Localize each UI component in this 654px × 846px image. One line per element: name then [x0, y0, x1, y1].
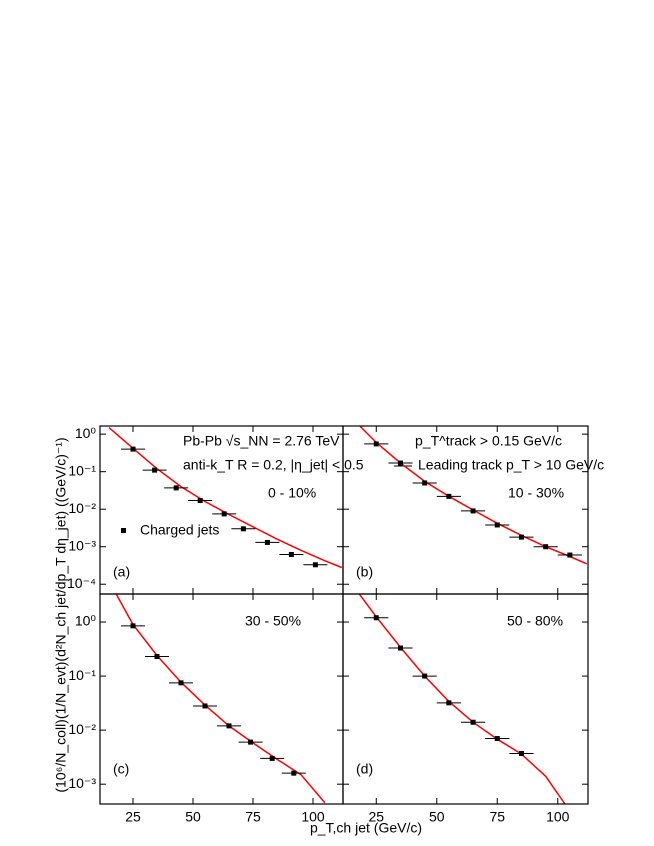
data-point: [152, 467, 158, 473]
data-point: [543, 544, 549, 550]
annotation: anti-k_T R = 0.2, |η_jet| < 0.5: [183, 457, 364, 473]
data-point: [240, 526, 246, 532]
y-tick-label: 10⁻³: [68, 537, 96, 553]
y-tick-label: 10⁻¹: [68, 667, 96, 683]
data-point: [422, 673, 428, 679]
centrality-label: 50 - 80%: [507, 613, 563, 629]
x-axis-label: p_T,ch jet (GeV/c): [310, 820, 422, 836]
panel-label: (c): [113, 761, 129, 777]
data-point: [264, 539, 270, 545]
centrality-label: 10 - 30%: [508, 485, 564, 501]
data-point: [202, 703, 208, 709]
x-tick-label: 25: [125, 809, 141, 825]
data-point: [288, 552, 294, 558]
fit-line: [108, 427, 343, 569]
y-tick-label: 10⁻³: [68, 775, 96, 791]
data-point: [397, 460, 403, 466]
panel-label: (a): [113, 564, 130, 580]
y-tick-label: 10⁰: [75, 613, 97, 629]
data-point: [397, 645, 403, 651]
x-tick-label: 75: [489, 809, 505, 825]
y-tick-label: 10⁻²: [68, 721, 96, 737]
panel-frame: [342, 593, 589, 805]
x-tick-label: 50: [429, 809, 445, 825]
data-point: [373, 441, 379, 447]
y-axis-label: (10⁶/N_coll)(1/N_evt)(d²N_ch jet/dp_T dη…: [53, 437, 69, 792]
x-tick-label: 75: [245, 809, 261, 825]
data-point: [173, 485, 179, 491]
fit-line: [358, 594, 566, 804]
x-tick-label: 100: [301, 809, 325, 825]
annotation: p_T^track > 0.15 GeV/c: [415, 433, 562, 449]
x-tick-label: 100: [546, 809, 570, 825]
y-tick-label: 10⁻²: [68, 500, 96, 516]
data-point: [226, 723, 232, 729]
data-point: [373, 615, 379, 621]
x-tick-label: 50: [185, 809, 201, 825]
data-point: [446, 493, 452, 499]
data-point: [312, 562, 318, 568]
centrality-label: 30 - 50%: [245, 613, 301, 629]
annotation: Pb-Pb √s_NN = 2.76 TeV: [183, 433, 340, 449]
data-point: [518, 534, 524, 540]
data-point: [567, 552, 573, 558]
centrality-label: 0 - 10%: [268, 485, 316, 501]
legend-label: Charged jets: [140, 522, 219, 538]
data-point: [446, 700, 452, 706]
legend-marker: [121, 528, 126, 533]
data-point: [518, 750, 524, 756]
y-tick-label: 10⁻¹: [68, 462, 96, 478]
data-point: [154, 654, 160, 660]
panel-label: (d): [356, 761, 373, 777]
y-tick-label: 10⁰: [75, 425, 97, 441]
annotation: Leading track p_T > 10 GeV/c: [418, 457, 604, 473]
x-tick-label: 25: [368, 809, 384, 825]
data-point: [248, 739, 254, 745]
data-point: [178, 680, 184, 686]
y-tick-label: 10⁻⁴: [67, 575, 96, 591]
data-point: [494, 522, 500, 528]
data-point: [221, 511, 227, 517]
data-point: [470, 719, 476, 725]
data-point: [291, 770, 297, 776]
data-point: [494, 736, 500, 742]
data-point: [197, 498, 203, 504]
data-point: [422, 480, 428, 486]
data-point: [470, 508, 476, 514]
data-point: [130, 623, 136, 629]
data-point: [130, 446, 136, 452]
fit-line: [115, 594, 326, 804]
data-point: [269, 755, 275, 761]
panel-label: (b): [356, 564, 373, 580]
